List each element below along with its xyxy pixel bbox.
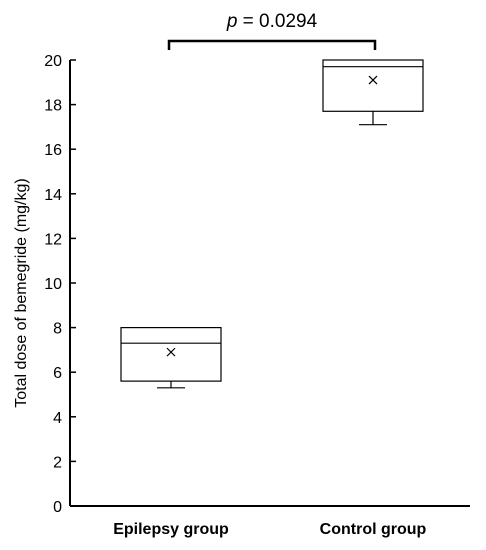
x-category-label: Epilepsy group (113, 521, 229, 538)
x-category-label: Control group (320, 521, 427, 538)
mean-marker (166, 347, 176, 357)
boxes (120, 59, 424, 389)
mean-marker-stroke (368, 75, 378, 85)
significance-annotation: p = 0.0294 (167, 11, 377, 50)
y-tick-label: 10 (44, 276, 62, 293)
y-tick-label: 2 (53, 454, 62, 471)
y-tick-label: 4 (53, 410, 62, 427)
x-axis: Epilepsy group Control group (70, 505, 470, 538)
y-axis-label: Total dose of bemegride (mg/kg) (13, 178, 30, 407)
y-tick-label: 16 (44, 142, 62, 159)
iqr-box (120, 327, 222, 382)
y-axis: 0 2 4 6 8 10 12 14 16 18 20 (44, 53, 76, 516)
p-value-label: p = 0.0294 (226, 11, 318, 32)
y-tick-label: 12 (44, 231, 62, 248)
iqr-box (322, 59, 424, 112)
mean-marker-stroke (166, 347, 176, 357)
box-control-group (322, 59, 424, 126)
box-epilepsy-group (120, 327, 222, 389)
y-tick-label: 18 (44, 98, 62, 115)
mean-marker (368, 75, 378, 85)
y-tick-label: 0 (53, 499, 62, 516)
y-tick-label: 14 (44, 187, 62, 204)
y-tick-label: 20 (44, 53, 62, 70)
significance-bracket (167, 39, 377, 50)
y-tick-label: 6 (53, 365, 62, 382)
y-tick-label: 8 (53, 321, 62, 338)
